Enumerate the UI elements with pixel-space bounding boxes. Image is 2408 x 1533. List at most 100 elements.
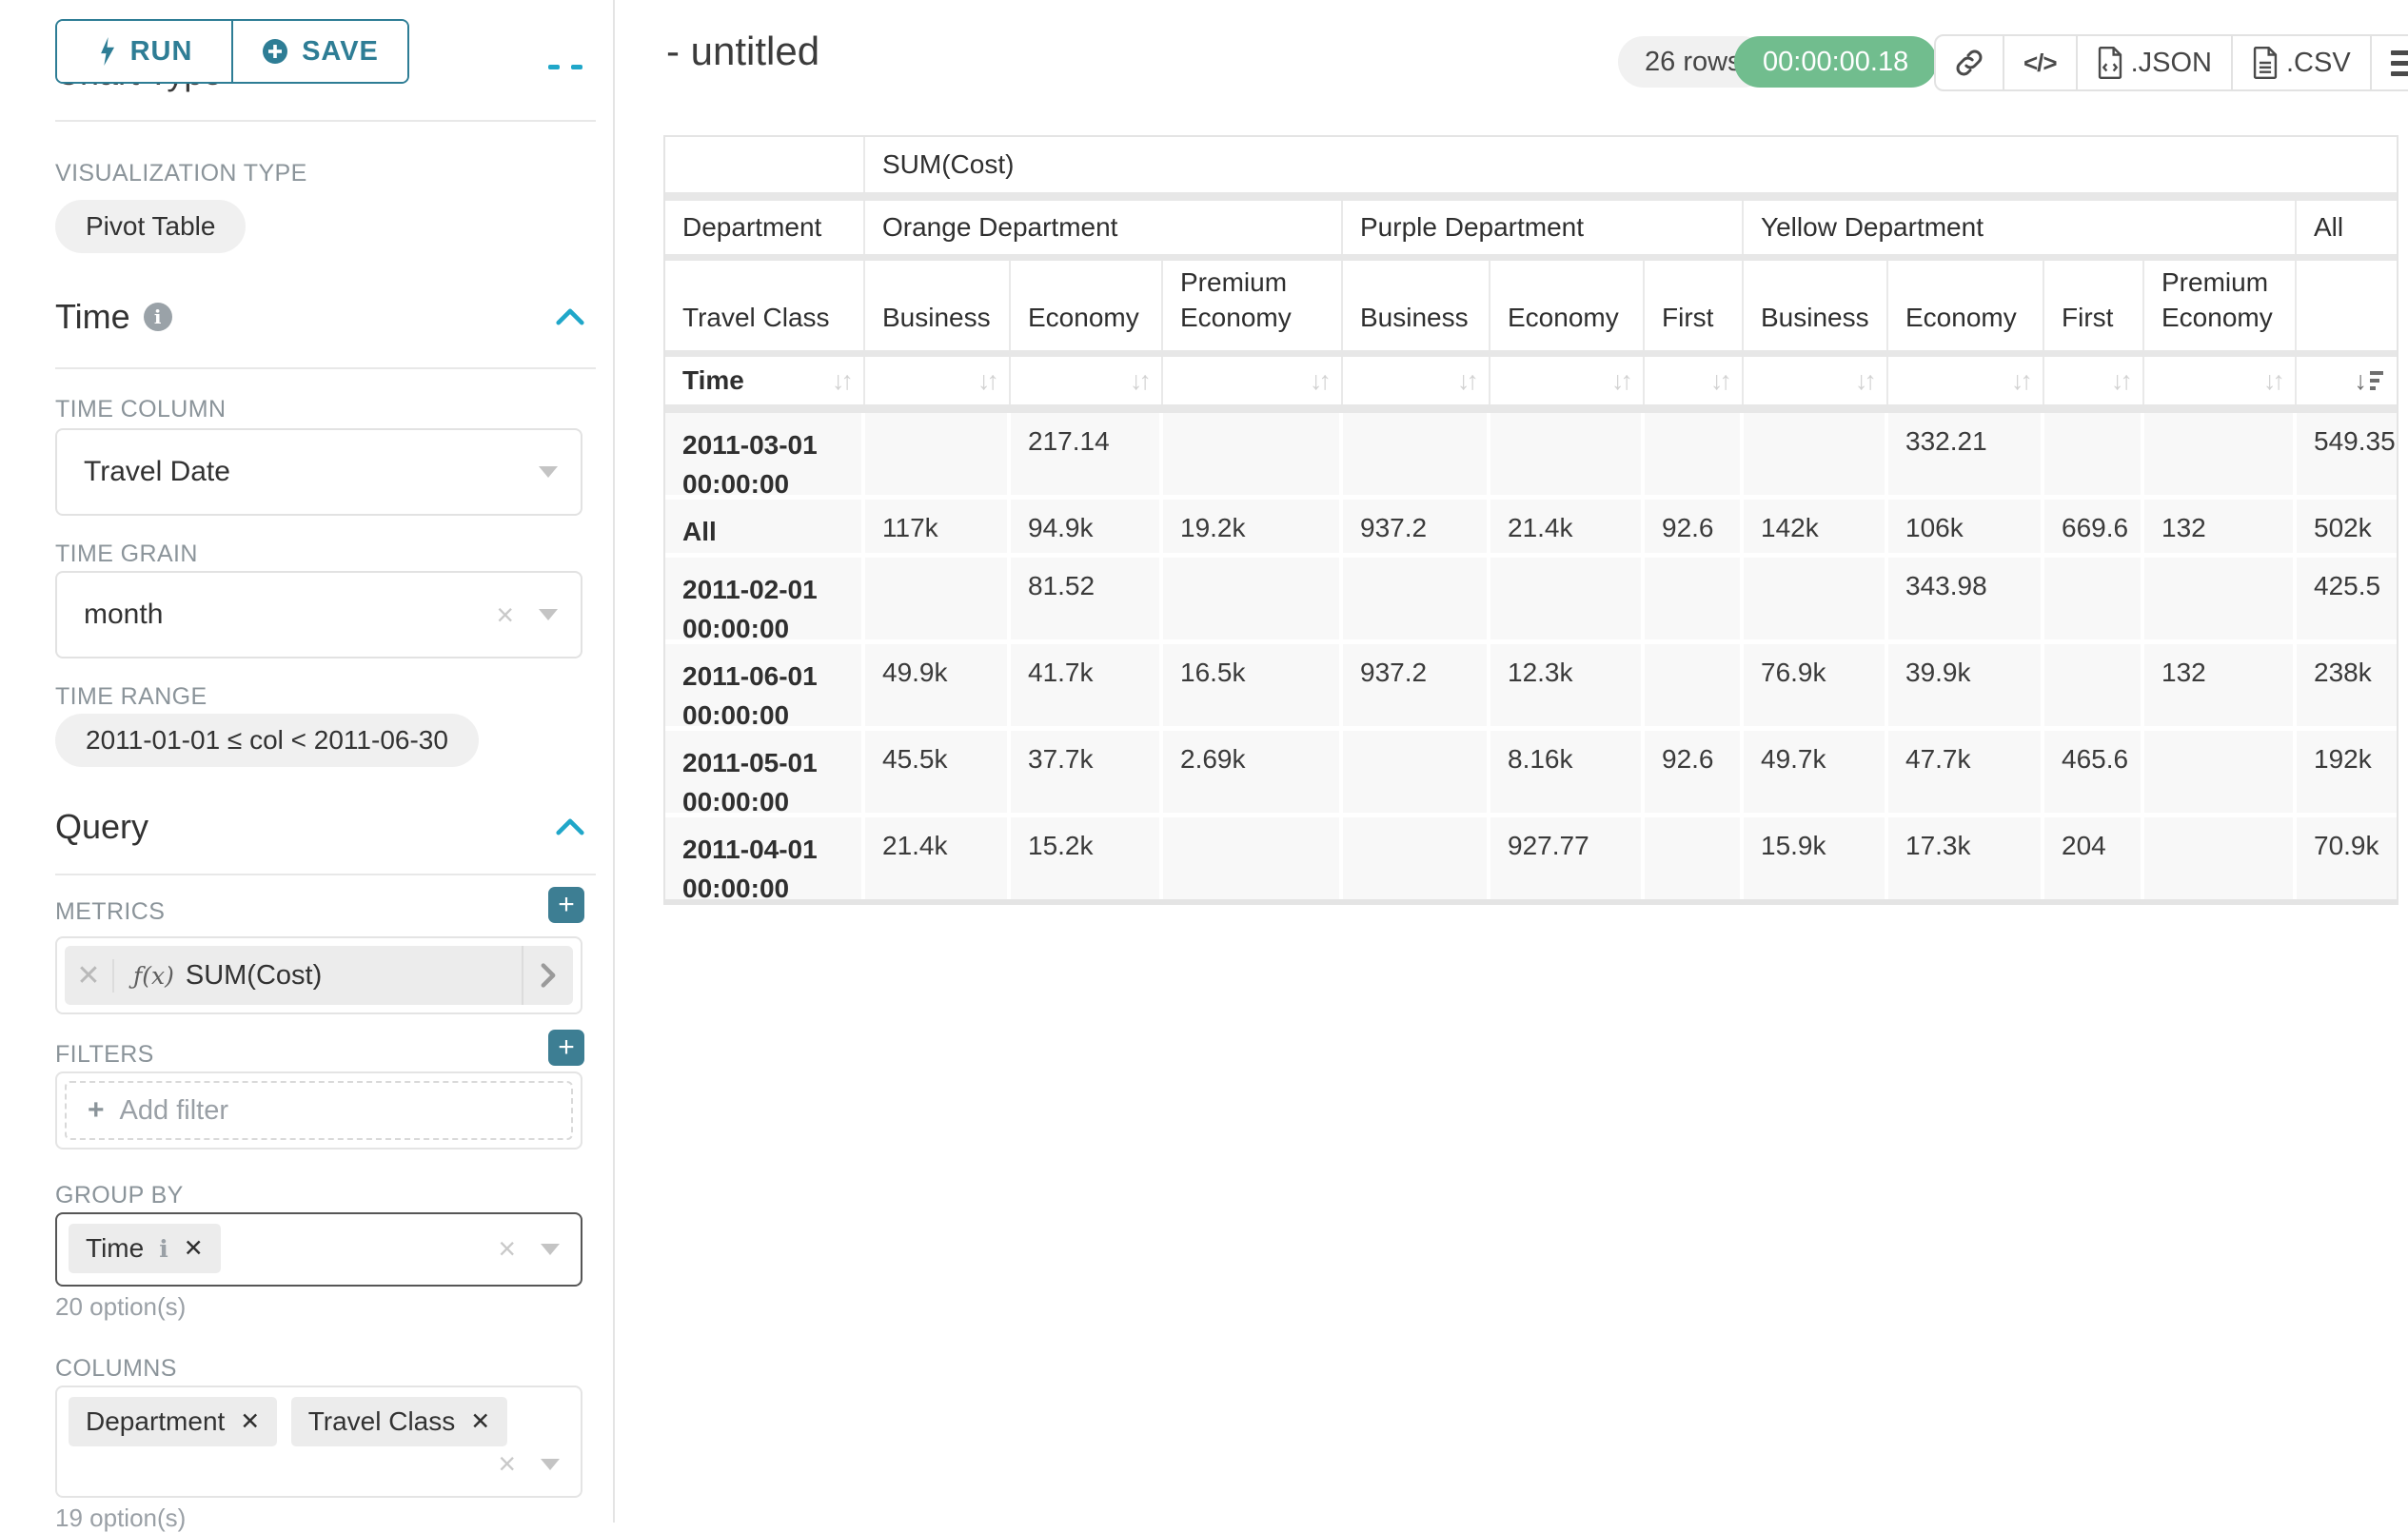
- pivot-grid-band: [665, 254, 2397, 261]
- share-link-button[interactable]: [1936, 36, 2003, 89]
- sort-icon[interactable]: ↓↑: [977, 365, 999, 395]
- pivot-value-cell: 21.4k: [1490, 500, 1645, 553]
- time-section-title: Time i: [55, 297, 172, 337]
- pivot-row-gap: [665, 726, 2397, 731]
- json-file-icon: [2098, 47, 2122, 79]
- columns-select[interactable]: Department ✕ Travel Class ✕ ×: [55, 1386, 582, 1498]
- pivot-subcol-header: Business: [1343, 261, 1490, 350]
- clear-icon[interactable]: ×: [498, 1446, 516, 1481]
- sort-icon[interactable]: ↓↑: [2111, 365, 2133, 395]
- menu-button[interactable]: [2369, 36, 2408, 89]
- embed-code-button[interactable]: </>: [2003, 36, 2076, 89]
- pivot-subcol-header: First: [2044, 261, 2144, 350]
- pivot-group-header: All: [2297, 201, 2397, 254]
- pivot-value-cell: 106k: [1888, 500, 2044, 553]
- pivot-row-label: 2011-06-01 00:00:00: [665, 644, 865, 730]
- remove-metric-icon[interactable]: ✕: [65, 958, 114, 993]
- sort-icon[interactable]: ↓↑: [1710, 365, 1732, 395]
- pivot-value-cell: 425.5: [2297, 558, 2397, 639]
- remove-chip-icon[interactable]: ✕: [183, 1235, 204, 1262]
- export-json-button[interactable]: .JSON: [2075, 36, 2231, 89]
- export-csv-button[interactable]: .CSV: [2231, 36, 2370, 89]
- time-grain-label: TIME GRAIN: [55, 540, 198, 567]
- caret-down-icon[interactable]: [539, 466, 558, 478]
- pivot-value-cell: 16.5k: [1163, 644, 1343, 726]
- caret-down-icon[interactable]: [541, 1243, 560, 1255]
- lightning-icon: [100, 37, 114, 66]
- info-icon[interactable]: i: [159, 1234, 168, 1263]
- caret-down-icon[interactable]: [539, 609, 558, 620]
- pivot-value-cell: 927.77: [1490, 817, 1645, 899]
- info-icon[interactable]: i: [143, 303, 172, 331]
- pivot-sort-cell: ↓↑: [1343, 357, 1490, 404]
- sort-icon[interactable]: ↓↑: [2263, 365, 2285, 395]
- viz-type-label: VISUALIZATION TYPE: [55, 160, 307, 187]
- chart-title[interactable]: - untitled: [666, 29, 820, 73]
- query-timer-badge: 00:00:00.18: [1734, 36, 1938, 88]
- chevron-right-icon[interactable]: [522, 946, 573, 1005]
- add-filter-plus-button[interactable]: +: [548, 1030, 584, 1066]
- pivot-value-cell: 19.2k: [1163, 500, 1343, 553]
- pivot-sort-cell: ↓↑: [1490, 357, 1645, 404]
- pivot-sort-cell: ↓↑: [1888, 357, 2044, 404]
- run-button[interactable]: RUN: [57, 21, 231, 82]
- pivot-subcol-header: First: [1645, 261, 1744, 350]
- pivot-value-cell: [2044, 413, 2144, 495]
- pivot-value-cell: 17.3k: [1888, 817, 2044, 899]
- pivot-value-cell: [865, 558, 1011, 639]
- group-by-chip-time[interactable]: Time i ✕: [69, 1224, 221, 1273]
- pivot-value-cell: 37.7k: [1011, 731, 1163, 813]
- sort-icon[interactable]: ↓↑: [1310, 365, 1332, 395]
- chevron-up-icon[interactable]: [556, 818, 584, 835]
- pivot-sort-cell: ↓: [2297, 357, 2397, 404]
- columns-chip-travel-class[interactable]: Travel Class ✕: [290, 1397, 508, 1446]
- group-by-label: GROUP BY: [55, 1182, 184, 1209]
- pivot-value-cell: [2044, 644, 2144, 726]
- pivot-table: SUM(Cost) Department Orange Department Purp…: [663, 135, 2398, 905]
- metric-pill[interactable]: ✕ ƒ(x) SUM(Cost): [65, 946, 573, 1005]
- add-metric-button[interactable]: +: [548, 887, 584, 923]
- pivot-subcol-header: [2297, 261, 2397, 350]
- pivot-subcol-header: Economy: [1490, 261, 1645, 350]
- pivot-value-cell: 94.9k: [1011, 500, 1163, 553]
- pivot-value-cell: [1343, 413, 1490, 495]
- remove-chip-icon[interactable]: ✕: [240, 1408, 261, 1435]
- pivot-value-cell: 92.6: [1645, 500, 1744, 553]
- pivot-row-gap: [665, 553, 2397, 558]
- sort-icon[interactable]: ↓↑: [1855, 365, 1877, 395]
- time-column-select[interactable]: Travel Date: [55, 428, 582, 516]
- sort-icon[interactable]: ↓↑: [2011, 365, 2033, 395]
- sort-icon[interactable]: ↓↑: [1457, 365, 1479, 395]
- hamburger-icon: [2390, 49, 2408, 76]
- add-filter-button[interactable]: + Add filter: [65, 1081, 573, 1140]
- pivot-value-cell: [1490, 413, 1645, 495]
- pivot-sort-cell: ↓↑: [1163, 357, 1343, 404]
- chevron-up-icon[interactable]: [556, 308, 584, 325]
- pivot-row-gap: [665, 495, 2397, 500]
- viz-type-pill[interactable]: Pivot Table: [55, 200, 247, 253]
- columns-chip-department[interactable]: Department ✕: [69, 1397, 278, 1446]
- pivot-value-cell: [1645, 558, 1744, 639]
- pivot-value-cell: 204: [2044, 817, 2144, 899]
- sort-icon[interactable]: ↓↑: [1611, 365, 1633, 395]
- sort-icon[interactable]: ↓↑: [1130, 365, 1152, 395]
- pivot-value-cell: 132: [2144, 644, 2297, 726]
- pivot-group-header: Orange Department: [865, 201, 1343, 254]
- clear-icon[interactable]: ×: [496, 597, 514, 632]
- pivot-value-cell: 45.5k: [865, 731, 1011, 813]
- pivot-value-cell: 549.35: [2297, 413, 2397, 495]
- clear-icon[interactable]: ×: [498, 1231, 516, 1266]
- pivot-value-cell: 15.2k: [1011, 817, 1163, 899]
- pivot-value-cell: 937.2: [1343, 644, 1490, 726]
- pivot-value-cell: [2144, 731, 2297, 813]
- save-button[interactable]: SAVE: [231, 21, 407, 82]
- sort-icon[interactable]: ↓↑: [832, 365, 854, 395]
- caret-down-icon[interactable]: [541, 1458, 560, 1470]
- pivot-row-label: 2011-04-01 00:00:00: [665, 817, 865, 903]
- sort-desc-icon[interactable]: ↓: [2355, 366, 2383, 396]
- group-by-select[interactable]: Time i ✕ ×: [55, 1212, 582, 1287]
- remove-chip-icon[interactable]: ✕: [470, 1408, 491, 1435]
- time-grain-select[interactable]: month ×: [55, 571, 582, 658]
- pivot-subcol-header: Economy: [1011, 261, 1163, 350]
- time-range-pill[interactable]: 2011-01-01 ≤ col < 2011-06-30: [55, 714, 479, 767]
